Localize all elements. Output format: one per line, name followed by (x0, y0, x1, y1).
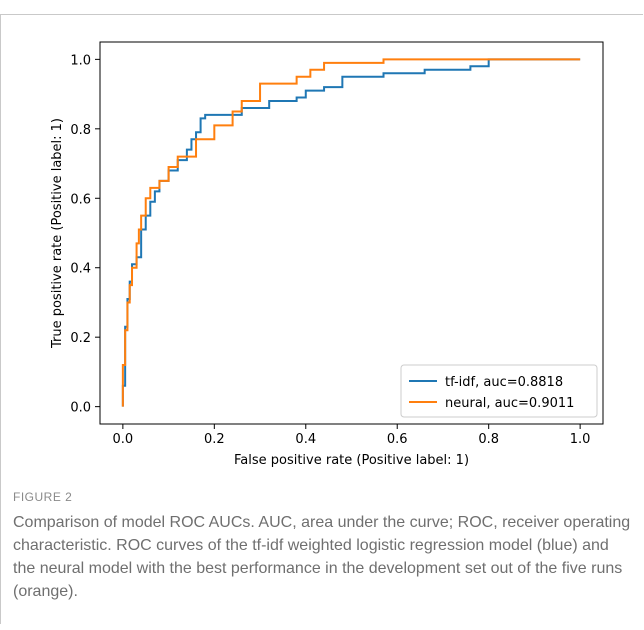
roc-curve-tfidf (121, 58, 581, 407)
tick-layer: 0.0 0.2 0.4 0.6 0.8 1.0 0.0 0.2 0.4 0.6 0.8 1.0 (70, 53, 590, 447)
x-tick-label: 0.2 (204, 432, 225, 447)
x-tick-label: 0.4 (295, 432, 316, 447)
legend-label-neural: neural, auc=0.9011 (445, 396, 574, 411)
plot-frame (99, 41, 604, 425)
figure-caption: Comparison of model ROC AUCs. AUC, area … (13, 514, 631, 600)
legend-box (400, 364, 598, 418)
y-tick-label: 0.8 (70, 123, 91, 138)
x-tick-label: 1.0 (570, 432, 591, 447)
y-tick-label: 0.2 (70, 331, 91, 346)
x-tick-label: 0.8 (478, 432, 499, 447)
x-axis-label: False positive rate (Positive label: 1) (234, 453, 469, 468)
figure-frame (0, 14, 643, 624)
roc-chart: 0.0 0.2 0.4 0.6 0.8 1.0 0.0 0.2 0.4 0.6 0.8 1.0 Fal… (50, 41, 604, 468)
x-tick-label: 0.6 (387, 432, 408, 447)
y-tick-label: 0.0 (70, 401, 91, 416)
legend-label-tfidf: tf-idf, auc=0.8818 (445, 375, 563, 390)
y-tick-label: 0.6 (70, 192, 91, 207)
x-tick-label: 0.0 (113, 432, 134, 447)
roc-curve-neural (121, 58, 581, 407)
y-tick-label: 0.4 (70, 262, 91, 277)
figure-label: FIGURE 2 (13, 490, 73, 504)
y-tick-label: 1.0 (70, 53, 91, 68)
series-layer (121, 58, 581, 407)
legend: tf-idf, auc=0.8818 neural, auc=0.9011 (400, 364, 598, 418)
y-axis-label: True positive rate (Positive label: 1) (50, 118, 65, 349)
